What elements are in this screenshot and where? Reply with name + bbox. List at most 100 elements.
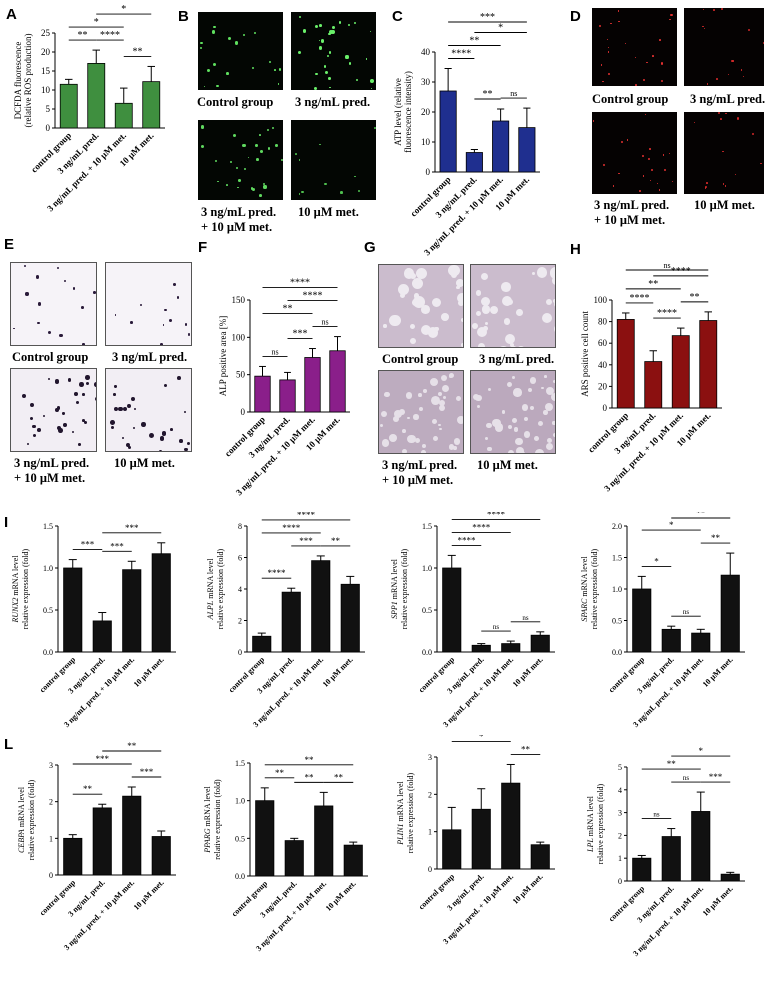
micrograph-speck (421, 305, 430, 314)
micrograph-speck (251, 66, 255, 69)
y-tick-label: 0 (49, 871, 53, 880)
significance-label: **** (282, 523, 301, 533)
micrograph-speck (529, 377, 537, 384)
micrograph-speck (472, 323, 478, 330)
micrograph-speck (392, 415, 399, 422)
significance-label: ** (78, 30, 88, 41)
significance-label: ** (305, 772, 315, 782)
micrograph-speck (324, 182, 328, 186)
micrograph-speck (457, 300, 463, 307)
micrograph-speck (734, 174, 736, 176)
significance-label: **** (671, 266, 691, 277)
y-tick-label: 4 (618, 786, 622, 795)
micrograph-speck (255, 144, 258, 147)
micrograph-speck (164, 309, 167, 312)
micrograph-speck (634, 56, 637, 59)
bar (518, 127, 536, 173)
micrograph-speck (255, 157, 259, 161)
micrograph-speck (437, 392, 442, 397)
significance-label: ns (510, 89, 517, 98)
significance-label: ** (469, 36, 479, 47)
y-axis-label: DCFDA fluorescence (13, 42, 23, 120)
micrograph-speck (161, 430, 167, 436)
micrograph-speck (252, 188, 256, 192)
significance-label: **** (290, 278, 310, 289)
micrograph-speck (404, 267, 413, 276)
bar (632, 588, 652, 653)
significance-label: ** (331, 536, 341, 546)
micrograph-speck (415, 438, 421, 443)
micrograph-speck (421, 450, 427, 453)
micrograph-speck (278, 68, 282, 71)
y-axis-label: fluorescence intensity) (403, 71, 413, 153)
caption-e-met: 10 μM met. (114, 456, 175, 470)
y-tick-label: 100 (594, 295, 608, 305)
significance-label: * (121, 4, 126, 15)
micrograph-speck (550, 392, 555, 402)
y-tick-label: 8 (238, 522, 242, 531)
micrograph-speck (545, 387, 554, 396)
significance-label: *** (81, 540, 95, 550)
bar (252, 635, 272, 653)
y-axis-label: relative expression (fold) (590, 548, 599, 629)
bar (471, 808, 491, 870)
micrograph-speck (132, 426, 135, 429)
micrograph-speck (369, 30, 372, 33)
micrograph-speck (602, 164, 605, 167)
micrograph-speck (216, 84, 219, 87)
bar (329, 350, 346, 413)
micrograph-speck (455, 396, 462, 402)
micrograph-speck (598, 25, 601, 28)
panel-letter-l: L (4, 736, 14, 753)
micrograph-speck (263, 183, 266, 186)
micrograph-speck (260, 149, 264, 153)
micrograph-speck (747, 28, 751, 31)
chart-l-cebpa: 0 1 2 3 CEBPA mRNA level relative expression … (17, 741, 176, 952)
micrograph-speck (728, 74, 730, 76)
bar (501, 643, 521, 653)
significance-label: **** (268, 568, 287, 578)
micrograph-speck (235, 166, 239, 170)
significance-label: ** (696, 512, 706, 518)
bar (699, 320, 718, 409)
micrograph-speck (703, 8, 705, 10)
bar (254, 375, 271, 413)
micrograph-speck (324, 65, 327, 68)
micrograph-speck (93, 291, 96, 294)
micrograph-speck (606, 39, 608, 41)
micrograph-speck (717, 112, 721, 115)
micrograph-speck (516, 309, 523, 316)
micrograph-speck (37, 302, 42, 306)
micrograph-speck (56, 426, 61, 431)
micrograph-speck (169, 319, 173, 323)
bar (644, 361, 663, 409)
micrograph-speck (384, 391, 390, 398)
micrograph-speck (644, 114, 647, 116)
y-tick-label: 3 (618, 809, 622, 818)
micrograph-speck (453, 446, 457, 451)
micrograph-speck (357, 189, 360, 192)
micrograph-speck (527, 388, 532, 393)
micrograph-speck (642, 78, 645, 81)
micrograph-speck (627, 139, 629, 141)
y-tick-label: 1.0 (235, 797, 245, 806)
micrograph-speck (389, 433, 398, 442)
micrograph-speck (668, 18, 671, 21)
micrograph-speck (85, 375, 91, 380)
bar (343, 844, 363, 877)
micrograph-speck (389, 314, 401, 327)
micrograph-speck (543, 410, 548, 415)
micrograph-speck (24, 265, 27, 268)
micrograph-speck (35, 275, 40, 279)
micrograph-speck (625, 42, 627, 45)
y-tick-label: 10 (41, 85, 51, 95)
bar (63, 567, 83, 653)
micrograph-speck (511, 376, 515, 380)
significance-label: ** (305, 755, 315, 765)
micrograph-speck (484, 437, 488, 441)
micrograph-speck (693, 121, 695, 123)
y-tick-label: 10 (421, 137, 431, 147)
micrograph-speck (95, 397, 96, 402)
micrograph-speck (401, 448, 407, 453)
micrograph-speck (133, 407, 136, 410)
